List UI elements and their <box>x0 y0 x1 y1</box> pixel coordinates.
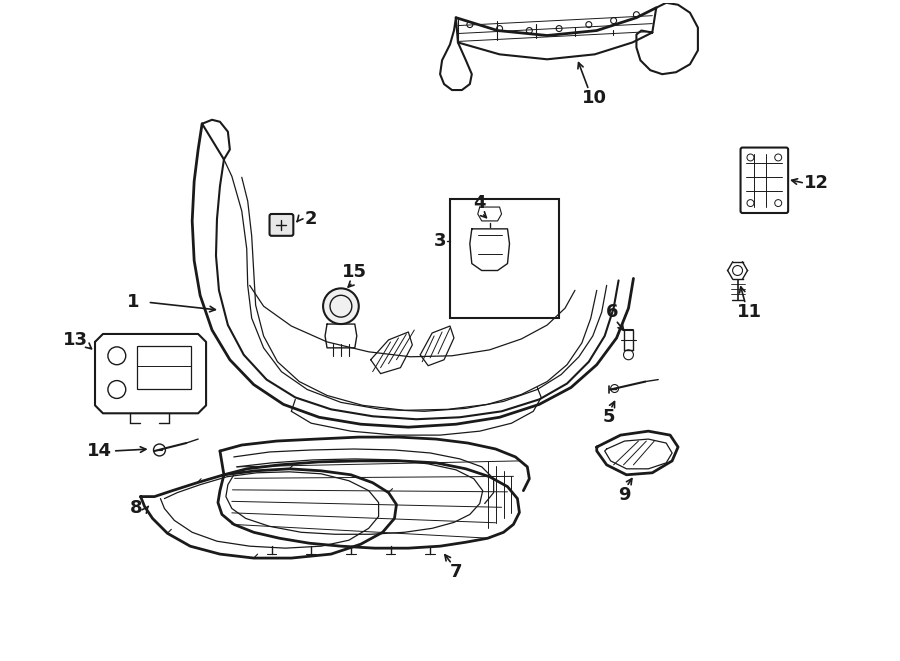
Text: 3: 3 <box>434 232 446 250</box>
Circle shape <box>610 385 618 393</box>
Text: 13: 13 <box>63 331 87 349</box>
Text: 15: 15 <box>342 264 367 282</box>
Text: 6: 6 <box>607 303 619 321</box>
Text: 7: 7 <box>450 563 463 581</box>
Text: 12: 12 <box>805 175 830 192</box>
Text: 8: 8 <box>130 500 143 518</box>
Text: 9: 9 <box>618 486 631 504</box>
Text: 10: 10 <box>582 89 608 107</box>
Bar <box>137 346 191 389</box>
Bar <box>450 199 559 318</box>
FancyBboxPatch shape <box>269 214 293 236</box>
Text: 4: 4 <box>473 194 486 212</box>
Text: 14: 14 <box>86 442 112 460</box>
Text: 5: 5 <box>602 408 615 426</box>
Text: 2: 2 <box>305 210 318 228</box>
Text: 1: 1 <box>126 293 139 311</box>
Circle shape <box>154 444 166 456</box>
Circle shape <box>323 288 359 324</box>
Text: 11: 11 <box>737 303 762 321</box>
